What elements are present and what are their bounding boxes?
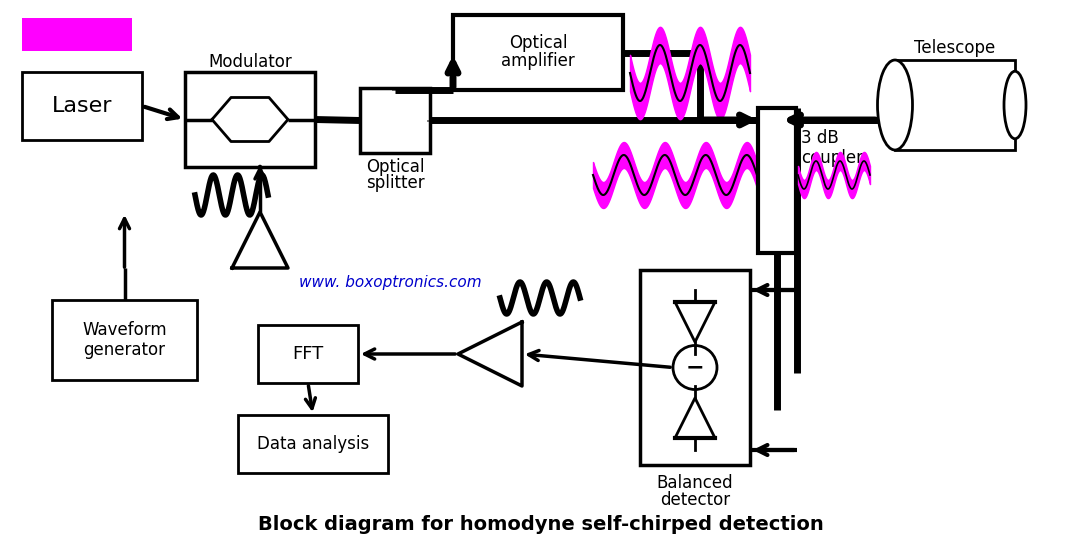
Text: coupler: coupler (801, 149, 863, 167)
Text: Data analysis: Data analysis (256, 435, 369, 453)
Text: detector: detector (660, 491, 730, 509)
Text: Optical: Optical (366, 158, 424, 176)
Ellipse shape (878, 60, 912, 150)
Polygon shape (458, 322, 522, 386)
Polygon shape (675, 302, 715, 342)
Polygon shape (232, 212, 288, 268)
Text: Waveform: Waveform (82, 321, 167, 339)
Text: Optical: Optical (509, 35, 567, 53)
Bar (22, 18, 132, 51)
Bar (258, 325, 358, 383)
Text: www. boxoptronics.com: www. boxoptronics.com (299, 275, 481, 291)
Bar (238, 415, 388, 473)
Text: amplifier: amplifier (501, 53, 575, 70)
Text: Block diagram for homodyne self-chirped detection: Block diagram for homodyne self-chirped … (259, 515, 823, 534)
Bar (895, 60, 1015, 150)
Bar (52, 300, 197, 380)
Text: Telescope: Telescope (914, 39, 995, 57)
Text: FFT: FFT (292, 345, 324, 363)
Circle shape (673, 345, 717, 390)
Bar (185, 72, 315, 167)
Bar (758, 108, 796, 253)
Text: −: − (686, 358, 704, 377)
Bar (453, 15, 623, 90)
Text: generator: generator (83, 341, 166, 359)
Polygon shape (675, 398, 715, 438)
Ellipse shape (1004, 71, 1026, 139)
Bar (360, 88, 430, 153)
Text: Laser: Laser (52, 96, 113, 116)
Bar (639, 270, 750, 465)
Text: Balanced: Balanced (657, 474, 734, 492)
Text: splitter: splitter (366, 174, 424, 192)
Text: Modulator: Modulator (208, 53, 292, 71)
Text: 3 dB: 3 dB (801, 129, 839, 147)
Bar (22, 72, 142, 140)
